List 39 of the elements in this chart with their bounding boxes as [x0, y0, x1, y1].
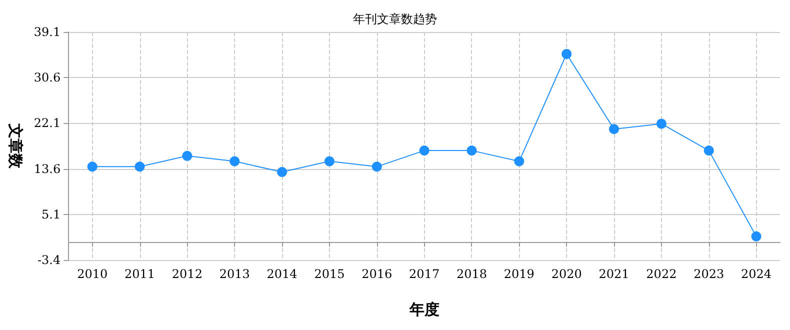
x-tick-label: 2011 [124, 267, 156, 281]
y-tick-label: 22.1 [34, 116, 61, 130]
y-tick-label: 5.1 [42, 207, 61, 222]
x-axis-title: 年度 [408, 300, 440, 318]
point [324, 156, 334, 166]
point [277, 167, 288, 178]
y-axis-title: 文章数 [6, 122, 24, 170]
y-tick-label: -3.4 [37, 253, 61, 267]
x-tick-label: 2018 [456, 267, 488, 281]
point [466, 146, 477, 156]
y-tick-label: 39.1 [34, 25, 61, 39]
point [230, 156, 240, 166]
x-tick-label: 2019 [504, 267, 534, 281]
x-tick-label: 2017 [409, 267, 440, 281]
x-tick-label: 2021 [598, 267, 630, 281]
point [182, 150, 192, 161]
point [134, 162, 145, 172]
y-tick-label: 30.6 [34, 70, 61, 85]
x-tick-label: 2012 [172, 267, 202, 281]
point [562, 49, 572, 59]
point [751, 231, 762, 242]
x-tick-label: 2024 [741, 267, 772, 281]
x-tick-label: 2016 [362, 267, 392, 281]
x-tick-label: 2013 [219, 267, 250, 281]
point [419, 146, 430, 156]
x-tick-label: 2010 [77, 267, 108, 281]
x-tick-label: 2015 [314, 267, 345, 281]
point [609, 124, 620, 134]
y-tick-label: 13.6 [34, 162, 61, 176]
x-tick-label: 2022 [646, 267, 677, 281]
x-tick-label: 2014 [266, 267, 298, 281]
x-tick-label: 2020 [551, 267, 582, 281]
chart-title: 年刊文章数趋势 [353, 12, 437, 26]
point [656, 118, 666, 129]
point [514, 156, 524, 166]
x-tick-label: 2023 [694, 267, 724, 281]
point [372, 162, 382, 172]
point [87, 162, 98, 172]
point [704, 146, 714, 156]
